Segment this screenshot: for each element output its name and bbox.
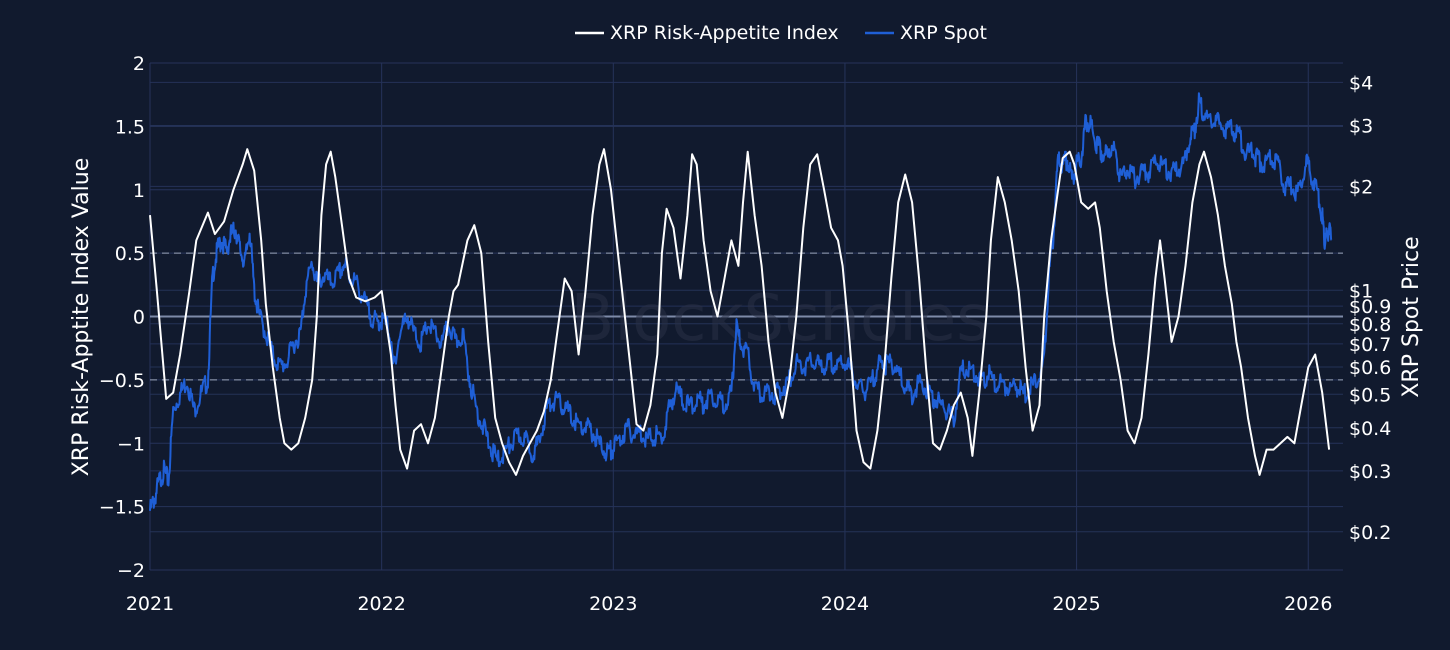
y-right-tick-label: $3 xyxy=(1349,115,1373,137)
y-right-axis-title: XRP Spot Price xyxy=(1399,236,1424,397)
x-tick-label: 2023 xyxy=(589,593,637,615)
watermark: BlockScholes xyxy=(570,282,989,356)
series-line-risk-index xyxy=(149,148,1331,476)
y-right-tick-label: $2 xyxy=(1349,176,1373,198)
x-tick-label: 2022 xyxy=(357,593,405,615)
y-left-tick-label: 0.5 xyxy=(115,243,145,265)
y-left-tick-label: 2 xyxy=(133,53,145,75)
y-right-tick-label: $0.9 xyxy=(1349,296,1391,318)
y-right-tick-label: $1 xyxy=(1349,280,1373,302)
y-left-tick-label: −1 xyxy=(117,433,145,455)
x-tick-label: 2021 xyxy=(126,593,174,615)
y-left-tick-label: 0 xyxy=(133,307,145,329)
y-right-tick-label: $0.5 xyxy=(1349,384,1391,406)
y-left-tick-label: −1.5 xyxy=(99,497,145,519)
y-right-tick-label: $0.8 xyxy=(1349,314,1391,336)
y-left-axis-title: XRP Risk-Apptite Index Value xyxy=(69,158,94,477)
y-right-tick-label: $0.3 xyxy=(1349,461,1391,483)
legend-item-risk-index[interactable]: XRP Risk-Appetite Index xyxy=(575,22,839,44)
y-right-tick-label: $0.4 xyxy=(1349,418,1391,440)
series-layer xyxy=(149,92,1333,511)
x-tick-label: 2025 xyxy=(1052,593,1100,615)
legend-label-xrp-spot: XRP Spot xyxy=(900,22,987,44)
y-right-tick-label: $0.6 xyxy=(1349,357,1391,379)
y-left-tick-label: −0.5 xyxy=(99,370,145,392)
series-line-xrp-spot xyxy=(149,92,1333,511)
y-left-tick-label: −2 xyxy=(117,560,145,582)
y-right-tick-label: $0.2 xyxy=(1349,522,1391,544)
legend: XRP Risk-Appetite Index XRP Spot xyxy=(575,22,987,44)
legend-label-risk-index: XRP Risk-Appetite Index xyxy=(610,22,839,44)
y-left-tick-label: 1 xyxy=(133,180,145,202)
x-tick-label: 2026 xyxy=(1284,593,1332,615)
y-right-tick-label: $4 xyxy=(1349,72,1373,94)
legend-item-xrp-spot[interactable]: XRP Spot xyxy=(865,22,987,44)
y-right-tick-label: $0.7 xyxy=(1349,334,1391,356)
x-tick-label: 2024 xyxy=(821,593,869,615)
y-left-tick-label: 1.5 xyxy=(115,116,145,138)
axis-layer: 2021 2022 2023 2024 2025 2026 2 1.5 1 0.5 0 −0.5 −1 −… xyxy=(99,53,1391,615)
